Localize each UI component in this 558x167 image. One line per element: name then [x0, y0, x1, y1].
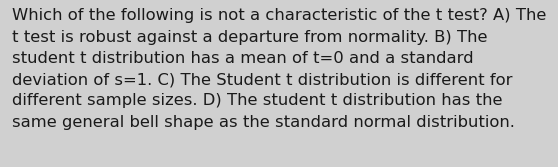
- Text: Which of the following is not a characteristic of the t test? A) The
t test is r: Which of the following is not a characte…: [12, 8, 547, 130]
